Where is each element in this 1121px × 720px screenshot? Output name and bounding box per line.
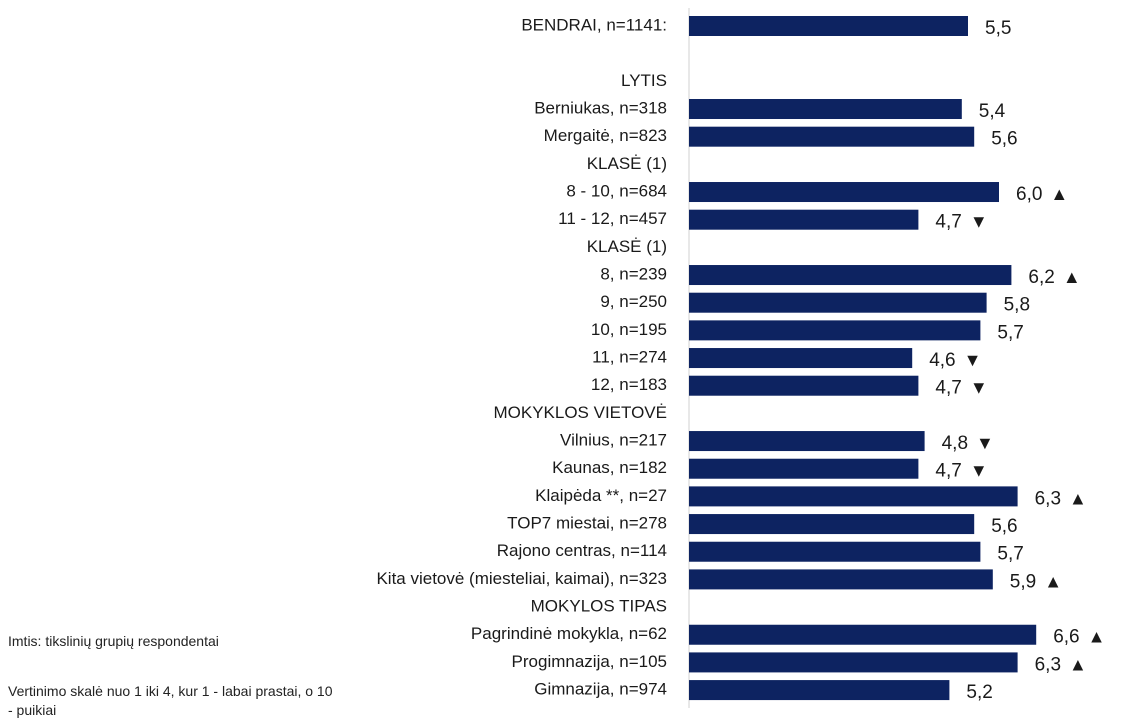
- value-label: 4,7: [935, 212, 961, 233]
- value-label: 5,7: [997, 544, 1023, 565]
- value-label: 5,4: [979, 101, 1006, 122]
- value-label: 5,6: [991, 516, 1017, 537]
- value-label: 6,3: [1035, 488, 1061, 509]
- bar: [689, 680, 950, 701]
- value-label-group: 5,8: [1004, 295, 1030, 316]
- marker: ▲: [1050, 184, 1068, 204]
- category-label: Rajono centras, n=114: [497, 541, 667, 560]
- value-label-group: 6,3 ▲: [1035, 654, 1087, 675]
- bar: [689, 624, 1037, 645]
- bar: [689, 375, 919, 396]
- category-label: BENDRAI, n=1141:: [521, 15, 667, 34]
- category-label: 12, n=183: [591, 375, 667, 394]
- marker: ▼: [970, 460, 988, 480]
- category-label: 11, n=274: [592, 348, 667, 367]
- category-label: 9, n=250: [600, 292, 667, 311]
- category-label: Kita vietovė (miesteliai, kaimai), n=323: [376, 569, 667, 588]
- value-label: 6,2: [1028, 267, 1054, 288]
- value-label-group: 4,7 ▼: [935, 377, 987, 398]
- value-label: 5,6: [991, 129, 1017, 150]
- bar: [689, 569, 993, 590]
- value-label-group: 4,6 ▼: [929, 350, 981, 371]
- value-label-group: 6,6 ▲: [1053, 626, 1105, 647]
- bar: [689, 458, 919, 479]
- bar: [689, 431, 925, 452]
- category-label: Pagrindinė mokykla, n=62: [471, 624, 667, 643]
- bar: [689, 292, 987, 313]
- note: Vertinimo skalė nuo 1 iki 4, kur 1 - lab…: [8, 683, 333, 718]
- value-label-group: 5,7: [997, 322, 1023, 343]
- value-label: 6,6: [1053, 627, 1079, 648]
- value-label-group: 5,5: [985, 18, 1011, 39]
- bar: [689, 16, 968, 36]
- value-label: 4,6: [929, 350, 955, 371]
- bar: [689, 99, 962, 120]
- marker: ▼: [964, 350, 982, 370]
- bar: [689, 652, 1018, 673]
- value-label: 5,5: [985, 18, 1011, 39]
- value-label: 6,0: [1016, 184, 1042, 205]
- bar: [689, 486, 1018, 507]
- category-label: Progimnazija, n=105: [512, 652, 667, 671]
- note: Imtis: tikslinių grupių respondentai: [8, 633, 219, 649]
- value-label: 5,9: [1010, 571, 1036, 592]
- bar: [689, 320, 981, 341]
- category-label: 8 - 10, n=684: [566, 182, 667, 201]
- marker: ▼: [970, 211, 988, 231]
- value-label-group: 5,2: [966, 682, 992, 703]
- marker: ▼: [976, 433, 994, 453]
- category-label: Berniukas, n=318: [534, 98, 667, 117]
- marker: ▼: [970, 377, 988, 397]
- bar: [689, 348, 913, 369]
- value-label-group: 5,6: [991, 129, 1017, 150]
- value-label-group: 4,7 ▼: [935, 460, 987, 481]
- category-label: MOKYKLOS VIETOVĖ: [493, 403, 667, 422]
- category-label: Gimnazija, n=974: [534, 680, 667, 699]
- category-label: Mergaitė, n=823: [544, 126, 667, 145]
- category-label: Kaunas, n=182: [552, 458, 667, 477]
- bar: [689, 541, 981, 562]
- category-label: Vilnius, n=217: [560, 431, 667, 450]
- category-label: KLASĖ (1): [587, 154, 667, 173]
- category-label: 8, n=239: [600, 265, 667, 284]
- bar: [689, 126, 975, 147]
- value-label: 5,2: [966, 682, 992, 703]
- category-label: LYTIS: [621, 71, 667, 90]
- value-label-group: 6,0 ▲: [1016, 184, 1068, 205]
- value-label-group: 5,7: [997, 544, 1023, 565]
- value-label-group: 5,9 ▲: [1010, 571, 1062, 592]
- marker: ▲: [1088, 626, 1106, 646]
- category-label: KLASĖ (1): [587, 237, 667, 256]
- bar: [689, 514, 975, 535]
- bar: [689, 265, 1012, 286]
- value-label-group: 6,2 ▲: [1028, 267, 1080, 288]
- value-label-group: 6,3 ▲: [1035, 488, 1087, 509]
- category-label: Klaipėda **, n=27: [535, 486, 667, 505]
- marker: ▲: [1044, 571, 1062, 591]
- marker: ▲: [1069, 654, 1087, 674]
- value-label-group: 5,4: [979, 101, 1006, 122]
- value-label: 4,7: [935, 378, 961, 399]
- marker: ▲: [1069, 488, 1087, 508]
- bar: [689, 182, 999, 203]
- value-label-group: 4,8 ▼: [942, 433, 994, 454]
- category-label: MOKYLOS TIPAS: [531, 597, 667, 616]
- value-label: 5,8: [1004, 295, 1030, 316]
- category-label: 11 - 12, n=457: [558, 209, 667, 228]
- value-label: 5,7: [997, 322, 1023, 343]
- value-label-group: 5,6: [991, 516, 1017, 537]
- value-label-group: 4,7 ▼: [935, 211, 987, 232]
- category-label: TOP7 miestai, n=278: [507, 514, 667, 533]
- value-label: 4,7: [935, 461, 961, 482]
- bar: [689, 209, 919, 230]
- category-label: 10, n=195: [591, 320, 667, 339]
- value-label: 6,3: [1035, 654, 1061, 675]
- marker: ▲: [1063, 267, 1081, 287]
- value-label: 4,8: [942, 433, 968, 454]
